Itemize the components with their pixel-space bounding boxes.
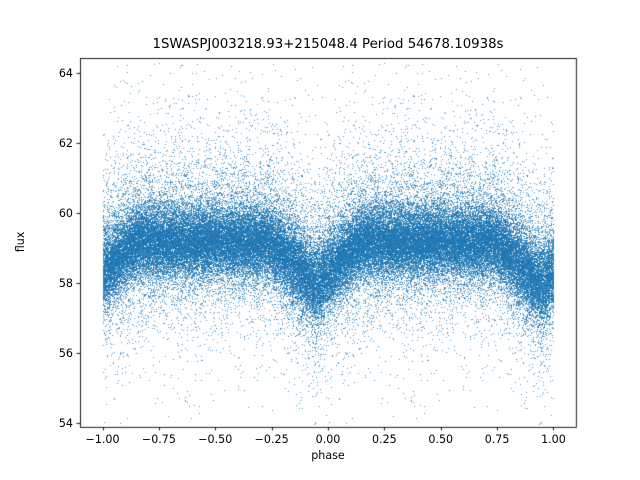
chart-title: 1SWASPJ003218.93+215048.4 Period 54678.1… [152,37,504,52]
y-tick-label: 54 [58,416,73,430]
x-tick-label: −0.25 [254,433,289,446]
x-tick-label: 1.00 [541,433,566,446]
x-tick-label: 0.00 [315,433,341,446]
x-tick-label: 0.50 [428,433,454,446]
x-tick-label: −1.00 [85,433,120,446]
x-tick-label: −0.50 [198,433,233,446]
y-tick-label: 56 [58,346,73,360]
y-axis-label: flux [14,231,27,253]
y-tick-label: 64 [58,66,73,80]
y-tick-label: 60 [58,206,73,220]
x-axis-label: phase [311,449,345,462]
x-tick-label: −0.75 [141,433,176,446]
x-tick-label: 0.75 [484,433,510,446]
y-tick-label: 58 [58,276,73,290]
y-tick-label: 62 [58,136,73,150]
x-tick-label: 0.25 [372,433,397,446]
